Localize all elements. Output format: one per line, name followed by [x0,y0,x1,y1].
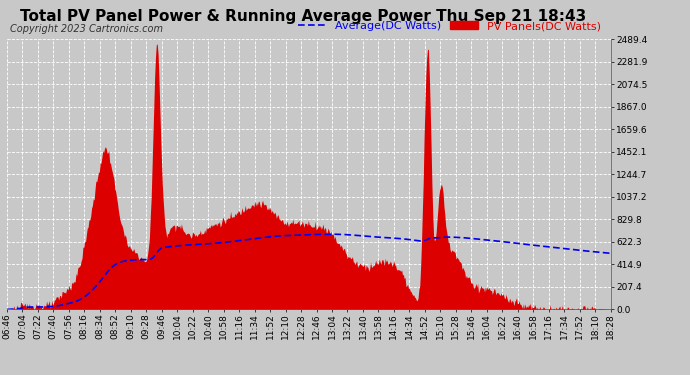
Text: Copyright 2023 Cartronics.com: Copyright 2023 Cartronics.com [10,24,164,34]
Text: Total PV Panel Power & Running Average Power Thu Sep 21 18:43: Total PV Panel Power & Running Average P… [21,9,586,24]
Legend: Average(DC Watts), PV Panels(DC Watts): Average(DC Watts), PV Panels(DC Watts) [294,17,605,36]
